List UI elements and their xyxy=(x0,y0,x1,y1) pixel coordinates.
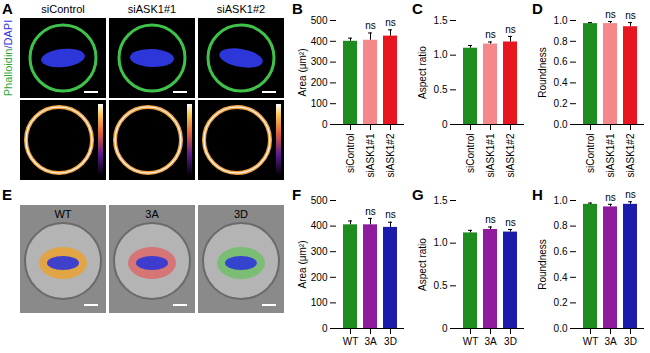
html-text:A: A xyxy=(2,0,13,17)
svg-text:1.5: 1.5 xyxy=(434,195,448,206)
svg-text:ns: ns xyxy=(365,20,376,31)
svg-text:3A: 3A xyxy=(604,336,617,347)
svg-text:1.0: 1.0 xyxy=(434,49,448,60)
svg-text:ns: ns xyxy=(625,189,636,200)
svg-text:200: 200 xyxy=(311,272,328,283)
html-text:B: B xyxy=(292,0,303,17)
html-text:C: C xyxy=(412,0,423,17)
svg-text:0.0: 0.0 xyxy=(554,119,568,130)
svg-text:ns: ns xyxy=(505,24,516,35)
svg-text:500: 500 xyxy=(311,195,328,206)
svg-text:Aspect ratio: Aspect ratio xyxy=(417,46,428,99)
svg-text:WT: WT xyxy=(583,336,599,347)
svg-text:400: 400 xyxy=(311,220,328,231)
svg-text:1.0: 1.0 xyxy=(554,15,568,26)
svg-text:0.2: 0.2 xyxy=(554,98,568,109)
svg-text:300: 300 xyxy=(311,246,328,257)
svg-text:WT: WT xyxy=(54,208,71,220)
svg-text:siControl: siControl xyxy=(465,134,476,173)
svg-text:ns: ns xyxy=(505,217,516,228)
svg-text:0.6: 0.6 xyxy=(554,56,568,67)
svg-text:WT: WT xyxy=(343,336,359,347)
svg-text:0: 0 xyxy=(322,323,328,334)
svg-text:Area (μm²): Area (μm²) xyxy=(297,49,308,97)
svg-text:100: 100 xyxy=(311,297,328,308)
svg-text:siControl: siControl xyxy=(41,3,84,15)
svg-text:Roundness: Roundness xyxy=(537,239,548,290)
svg-text:0.8: 0.8 xyxy=(554,36,568,47)
svg-text:0.4: 0.4 xyxy=(554,272,568,283)
svg-text:WT: WT xyxy=(463,336,479,347)
svg-text:Aspect ratio: Aspect ratio xyxy=(417,238,428,291)
svg-text:1.0: 1.0 xyxy=(434,237,448,248)
svg-text:3A: 3A xyxy=(484,336,497,347)
svg-text:ns: ns xyxy=(385,209,396,220)
svg-text:100: 100 xyxy=(311,98,328,109)
svg-text:3D: 3D xyxy=(384,336,397,347)
svg-text:ns: ns xyxy=(365,206,376,217)
svg-text:ns: ns xyxy=(605,9,616,20)
svg-text:3A: 3A xyxy=(145,208,159,220)
svg-text:0.5: 0.5 xyxy=(434,280,448,291)
svg-text:0: 0 xyxy=(322,119,328,130)
svg-text:400: 400 xyxy=(311,36,328,47)
html-text:F: F xyxy=(292,186,302,203)
svg-text:0: 0 xyxy=(442,323,448,334)
html-text:D: D xyxy=(532,0,543,17)
svg-text:siASK1#1: siASK1#1 xyxy=(605,133,616,177)
svg-text:0.4: 0.4 xyxy=(554,77,568,88)
svg-text:siASK1#1: siASK1#1 xyxy=(365,133,376,177)
svg-text:siControl: siControl xyxy=(585,134,596,173)
svg-text:3D: 3D xyxy=(234,208,248,220)
svg-text:ns: ns xyxy=(485,29,496,40)
svg-text:siControl: siControl xyxy=(345,134,356,173)
html-text:G: G xyxy=(412,186,424,203)
svg-text:0.8: 0.8 xyxy=(554,220,568,231)
svg-text:300: 300 xyxy=(311,56,328,67)
svg-text:3D: 3D xyxy=(624,336,637,347)
svg-text:3D: 3D xyxy=(504,336,517,347)
svg-text:ns: ns xyxy=(485,214,496,225)
svg-text:siASK1#2: siASK1#2 xyxy=(385,133,396,177)
svg-text:Area (μm²): Area (μm²) xyxy=(297,241,308,289)
svg-text:0: 0 xyxy=(442,119,448,130)
html-text:H: H xyxy=(532,186,543,203)
svg-text:500: 500 xyxy=(311,15,328,26)
svg-text:0.5: 0.5 xyxy=(434,84,448,95)
svg-text:ns: ns xyxy=(385,17,396,28)
svg-text:siASK1#1: siASK1#1 xyxy=(485,133,496,177)
svg-text:siASK1#2: siASK1#2 xyxy=(625,133,636,177)
svg-text:0.6: 0.6 xyxy=(554,246,568,257)
svg-text:200: 200 xyxy=(311,77,328,88)
svg-text:siASK1#2: siASK1#2 xyxy=(217,3,265,15)
svg-text:ns: ns xyxy=(625,10,636,21)
svg-text:siASK1#2: siASK1#2 xyxy=(505,133,516,177)
svg-text:Phalloidin/DAPI: Phalloidin/DAPI xyxy=(2,20,14,96)
svg-text:3A: 3A xyxy=(364,336,377,347)
html-text:E: E xyxy=(2,186,12,203)
svg-text:siASK1#1: siASK1#1 xyxy=(128,3,176,15)
svg-text:ns: ns xyxy=(605,192,616,203)
svg-text:1.5: 1.5 xyxy=(434,15,448,26)
svg-text:Roundness: Roundness xyxy=(537,47,548,98)
svg-text:0.2: 0.2 xyxy=(554,297,568,308)
svg-text:1.0: 1.0 xyxy=(554,195,568,206)
svg-text:0.0: 0.0 xyxy=(554,323,568,334)
